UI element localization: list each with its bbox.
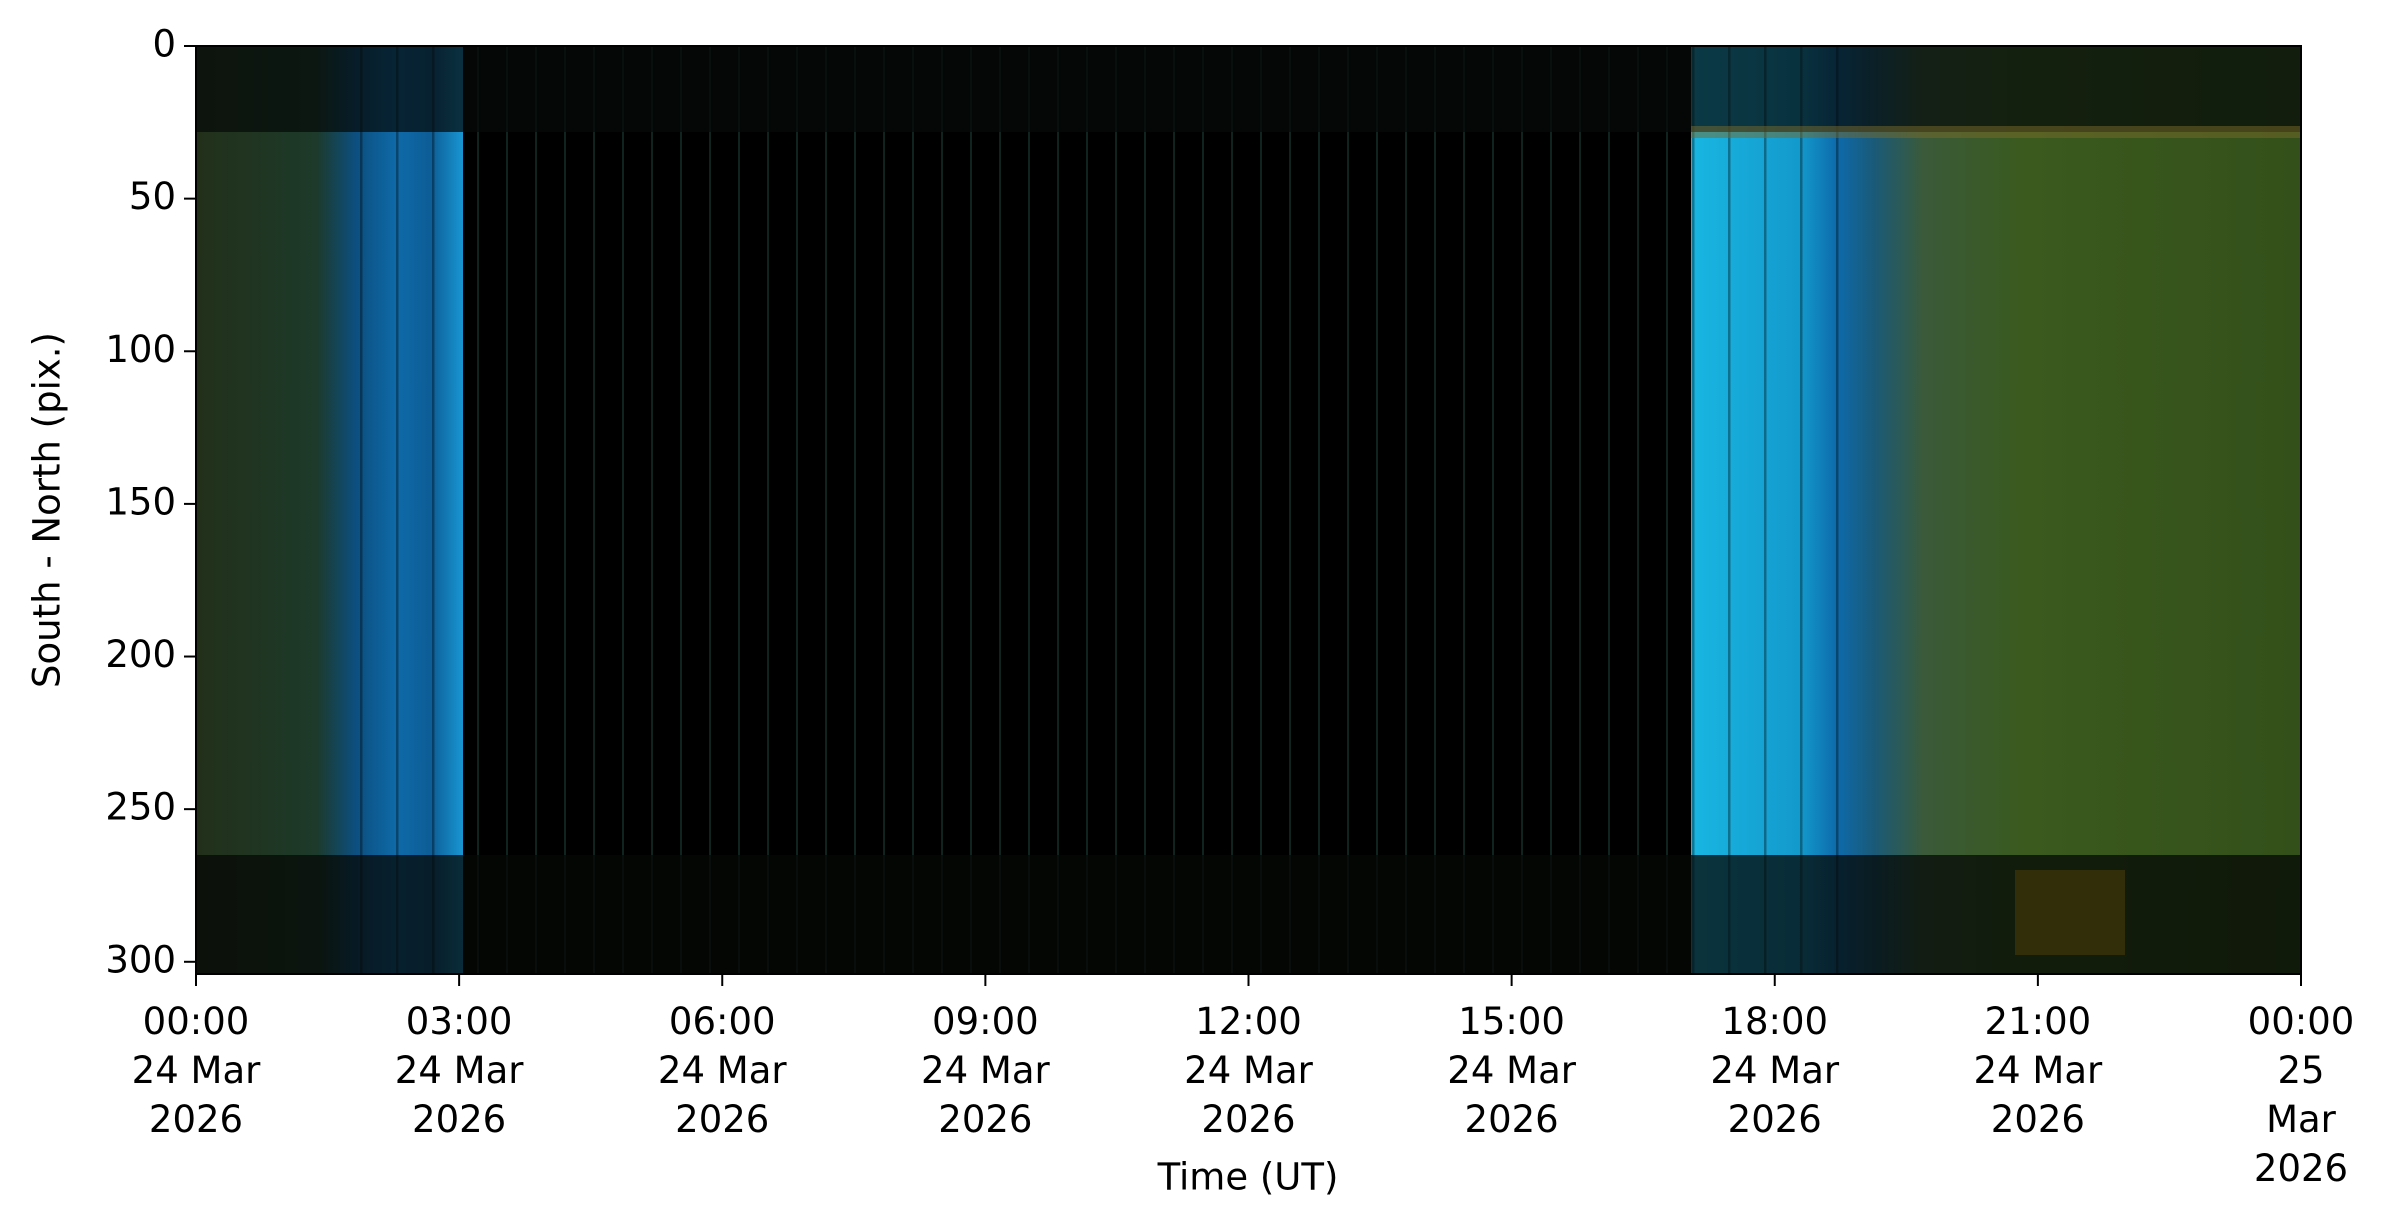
- y-tick-label: 250: [105, 786, 176, 829]
- x-axis-label: Time (UT): [1157, 1156, 1339, 1199]
- y-tick-label: 150: [105, 480, 176, 523]
- y-tick-label: 300: [105, 938, 176, 981]
- y-axis-label: South - North (pix.): [26, 332, 69, 688]
- y-tick-label: 50: [129, 175, 176, 218]
- x-tick-label: 09:00 24 Mar 2026: [921, 1000, 1050, 1141]
- x-tick-label: 12:00 24 Mar 2026: [1184, 1000, 1313, 1141]
- x-tick-label: 21:00 24 Mar 2026: [1973, 1000, 2103, 1141]
- x-tick-label: 15:00 24 Mar 2026: [1447, 1000, 1576, 1141]
- x-tick-label: 18:00 24 Mar 2026: [1710, 1000, 1840, 1141]
- y-tick-label: 200: [105, 633, 176, 676]
- x-tick-label: 03:00 24 Mar 2026: [394, 1000, 524, 1141]
- y-tick-label: 100: [105, 328, 176, 371]
- y-tick-label: 0: [152, 23, 176, 66]
- x-tick-label: 06:00 24 Mar 2026: [657, 1000, 787, 1141]
- x-tick-label: 00:00 25 Mar 2026: [2247, 1000, 2355, 1190]
- x-tick-label: 00:00 24 Mar 2026: [131, 1000, 261, 1141]
- keogram-image: [196, 46, 2301, 974]
